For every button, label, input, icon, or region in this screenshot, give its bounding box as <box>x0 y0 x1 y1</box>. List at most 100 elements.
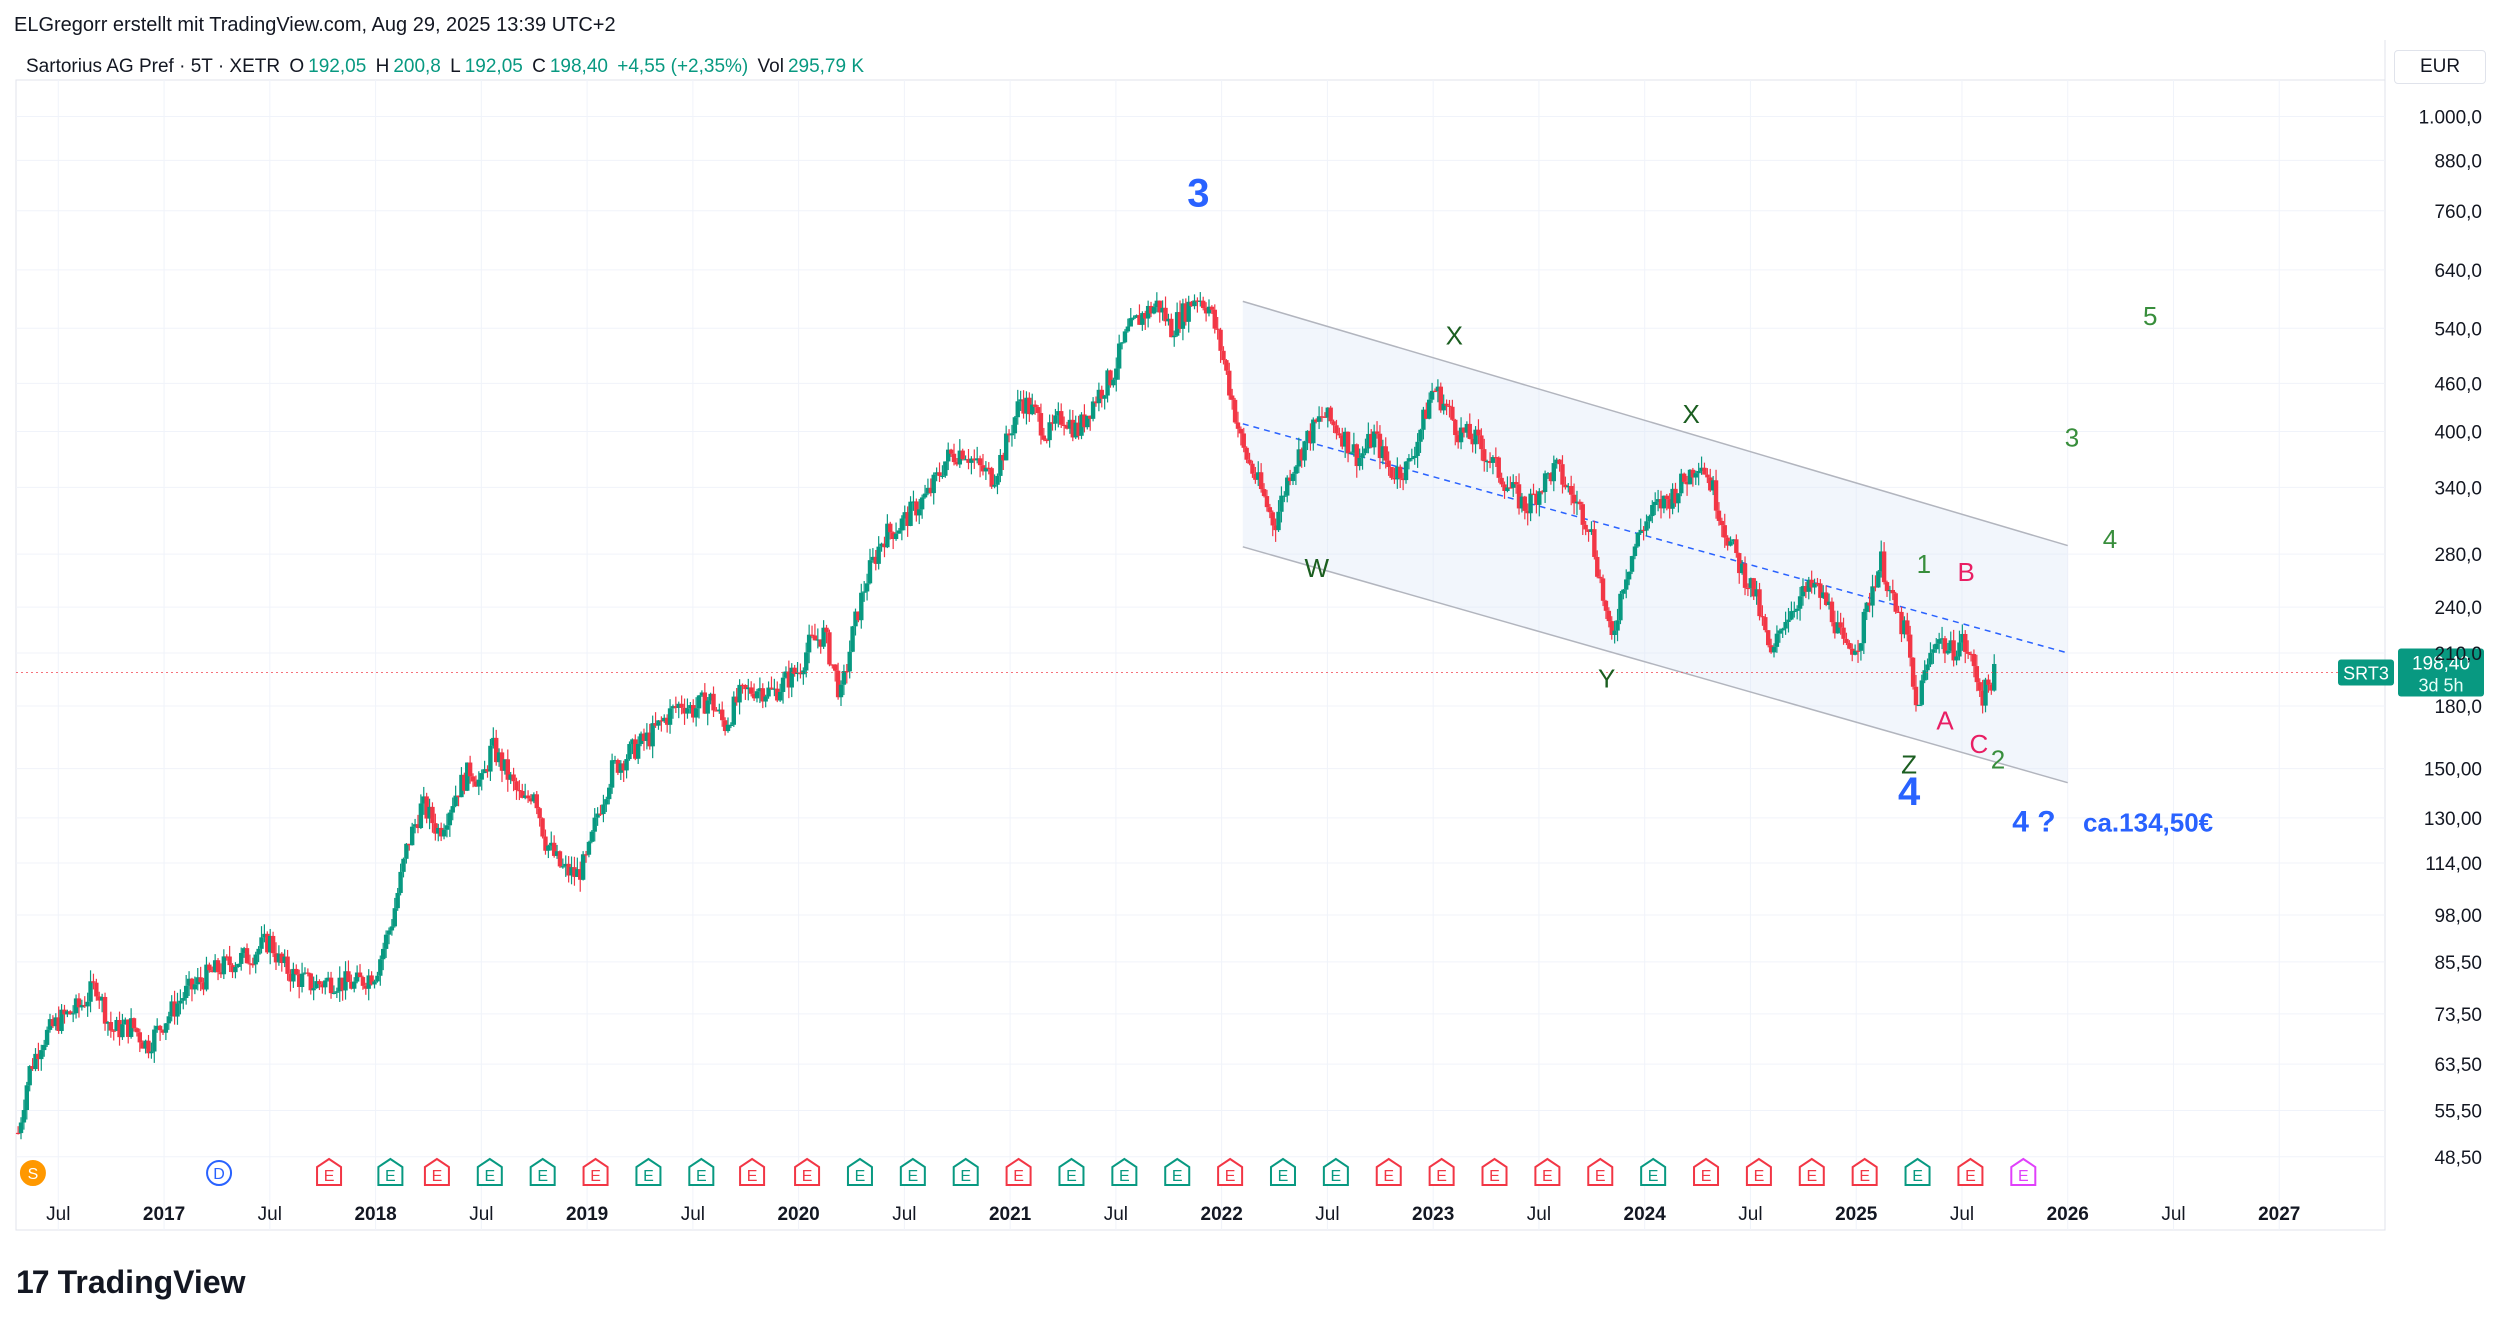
candle-body <box>899 518 905 531</box>
candle-body <box>470 776 476 782</box>
candle-body <box>418 803 424 829</box>
earnings-marker-icon[interactable] <box>529 1157 556 1186</box>
candle-body <box>563 863 568 867</box>
earnings-marker-icon[interactable] <box>1322 1157 1349 1186</box>
candle-body <box>1322 416 1328 418</box>
candle-body <box>1876 571 1881 588</box>
candle-body <box>1137 315 1142 325</box>
earnings-marker-icon[interactable] <box>1428 1157 1455 1186</box>
earnings-marker-icon[interactable] <box>1851 1157 1878 1186</box>
earnings-marker-icon[interactable] <box>846 1157 873 1186</box>
candle-body <box>748 687 754 694</box>
earnings-marker-icon[interactable] <box>1745 1157 1772 1186</box>
earnings-marker-icon[interactable] <box>2010 1157 2037 1186</box>
candle-body <box>108 1022 114 1031</box>
ticker-tag-text: SRT3 <box>2343 664 2389 684</box>
chart-author-line: ELGregorr erstellt mit TradingView.com, … <box>14 14 616 36</box>
dividend-marker-icon[interactable] <box>206 1160 233 1186</box>
candle-body <box>702 692 708 714</box>
candle-body <box>1748 578 1754 588</box>
candle-body <box>1461 427 1467 433</box>
candle-body <box>1537 491 1542 505</box>
earnings-marker-icon[interactable] <box>739 1157 766 1186</box>
earnings-marker-icon[interactable] <box>582 1157 609 1186</box>
last-price-value: 198,40 <box>2412 654 2470 675</box>
candle-body <box>1256 472 1261 480</box>
candle-body <box>1508 487 1513 489</box>
candle-body <box>1001 454 1006 461</box>
candle-body <box>1519 496 1525 509</box>
candle-body <box>1371 431 1377 448</box>
earnings-marker-icon[interactable] <box>1111 1157 1138 1186</box>
split-marker-icon[interactable] <box>19 1160 46 1186</box>
candle-body <box>195 977 200 985</box>
earnings-marker-icon[interactable] <box>1058 1157 1085 1186</box>
candle-body <box>323 980 328 988</box>
earnings-marker-icon[interactable] <box>952 1157 979 1186</box>
candle-body <box>931 474 936 494</box>
earnings-marker-icon[interactable] <box>899 1157 926 1186</box>
price-axis[interactable]: 1.000,0 880,0 760,0 640,0 540,0 460,0 400,0 340… <box>2419 107 2482 1168</box>
earnings-marker-icon[interactable] <box>1798 1157 1825 1186</box>
candle-body <box>1800 586 1806 597</box>
candle-body <box>114 1020 119 1031</box>
candle-body <box>285 956 290 974</box>
candle-body <box>1919 680 1924 705</box>
earnings-marker-icon[interactable] <box>377 1157 404 1186</box>
earnings-marker-icon[interactable] <box>476 1157 503 1186</box>
candle-body <box>1218 329 1223 351</box>
earnings-marker-icon[interactable] <box>1693 1157 1720 1186</box>
candle-body <box>691 705 696 718</box>
candle-body <box>983 467 989 472</box>
time-axis[interactable]: Jul 2017 Jul 2018 Jul 2019 Jul 2020 Jul 2021 Jul 20… <box>46 1204 2300 1225</box>
earnings-marker-icon[interactable] <box>1904 1157 1931 1186</box>
candle-body <box>1424 409 1429 419</box>
candle-body <box>1934 643 1939 650</box>
y-tick-label: 98,00 <box>2434 906 2482 927</box>
earnings-marker-icon[interactable] <box>1534 1157 1561 1186</box>
earnings-marker-icon[interactable] <box>794 1157 821 1186</box>
candle-body <box>1203 308 1209 314</box>
candle-body <box>1131 317 1136 319</box>
earnings-marker-icon[interactable] <box>1164 1157 1191 1186</box>
candle-body <box>30 1066 35 1070</box>
candle-body <box>853 611 858 627</box>
earnings-marker-icon[interactable] <box>1217 1157 1244 1186</box>
candle-body <box>1450 406 1455 420</box>
earnings-marker-icon[interactable] <box>635 1157 662 1186</box>
candle-body <box>430 806 435 824</box>
candle-body <box>1960 633 1965 643</box>
wave-label: 2 <box>1991 745 2005 775</box>
candle-body <box>183 985 189 999</box>
candle-body <box>1174 312 1180 336</box>
candle-body <box>111 1030 116 1032</box>
candle-body <box>1989 684 1994 691</box>
earnings-marker-icon[interactable] <box>1587 1157 1614 1186</box>
candle-body <box>395 892 400 909</box>
earnings-marker-icon[interactable] <box>1481 1157 1508 1186</box>
candle-body <box>1499 477 1504 485</box>
candle-body <box>838 684 844 698</box>
earnings-marker-icon[interactable] <box>1375 1157 1402 1186</box>
candle-body <box>1441 403 1446 411</box>
currency-selector[interactable]: EUR <box>2394 50 2486 84</box>
y-tick-label: 130,00 <box>2424 809 2482 830</box>
candle-body <box>1606 610 1612 622</box>
candle-body <box>763 696 768 702</box>
earnings-marker-icon[interactable] <box>1640 1157 1667 1186</box>
earnings-marker-icon[interactable] <box>688 1157 715 1186</box>
tradingview-logo[interactable]: 17 TradingView <box>16 1264 246 1301</box>
event-marker-letter: E <box>960 1168 971 1185</box>
symbol-name[interactable]: Sartorius AG Pref · 5T · XETR <box>26 56 281 77</box>
candle-body <box>1244 447 1249 460</box>
candle-body <box>68 1011 73 1015</box>
earnings-marker-icon[interactable] <box>1005 1157 1032 1186</box>
earnings-marker-icon[interactable] <box>1269 1157 1296 1186</box>
earnings-marker-icon[interactable] <box>1957 1157 1984 1186</box>
last-price-tag-box <box>2398 648 2484 697</box>
earnings-marker-icon[interactable] <box>316 1157 343 1186</box>
earnings-marker-icon[interactable] <box>423 1157 450 1186</box>
open-value: 192,05 <box>308 56 367 77</box>
candle-body <box>1380 446 1386 459</box>
